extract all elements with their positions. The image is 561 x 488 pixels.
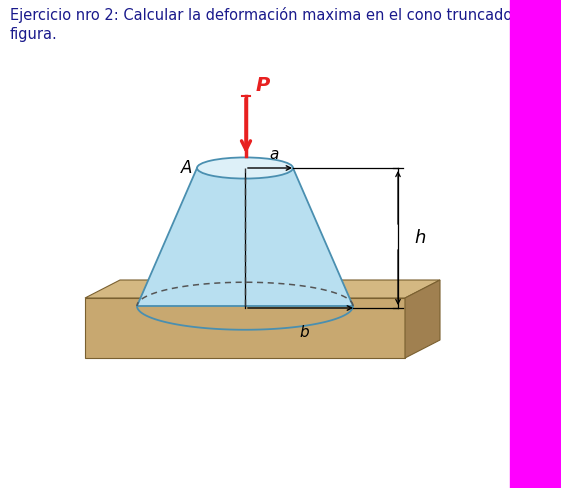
Text: P: P — [256, 76, 270, 95]
Text: h: h — [414, 228, 425, 246]
Text: b: b — [300, 325, 309, 339]
Text: a: a — [269, 147, 279, 162]
Ellipse shape — [197, 158, 293, 179]
Polygon shape — [405, 281, 440, 358]
Text: figura.: figura. — [10, 27, 58, 42]
Text: A: A — [181, 159, 192, 177]
Text: Ejercicio nro 2: Calcular la deformación maxima en el cono truncado de la: Ejercicio nro 2: Calcular la deformación… — [10, 7, 553, 23]
Polygon shape — [137, 169, 353, 306]
Polygon shape — [85, 298, 405, 358]
Polygon shape — [85, 281, 440, 298]
